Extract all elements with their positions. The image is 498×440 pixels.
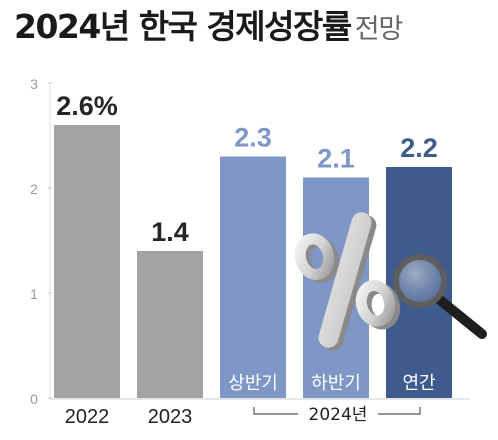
bar-value-label: 2.3 — [234, 123, 272, 153]
year-group-bracket: 2024년 — [253, 405, 421, 425]
x-category-label: 2023 — [148, 406, 193, 428]
bar-value-label: 2.1 — [317, 144, 355, 174]
bar-inner-label: 하반기 — [311, 373, 361, 394]
y-tick-label: 1 — [30, 286, 38, 302]
chart-title-main: 2024년 한국 경제성장률 — [14, 7, 352, 46]
bar-1 — [54, 125, 120, 398]
bar-inner-label: 상반기 — [228, 373, 278, 394]
bar-3 — [220, 156, 286, 398]
bar-value-label: 2.2 — [400, 133, 438, 163]
magnifier-icon — [393, 254, 487, 339]
x-category-label: 2022 — [65, 406, 110, 428]
y-tick-label: 3 — [30, 76, 38, 92]
y-tick-label: 2 — [30, 181, 38, 197]
year-group-label: 2024년 — [309, 405, 368, 425]
y-tick-label: 0 — [30, 391, 38, 407]
bar-value-label: 1.4 — [151, 217, 189, 247]
bars: 2.6% 2022 1.4 2023 2.3 상반기 2.1 하반기 2.2 연간 — [54, 91, 452, 428]
bar-value-label: 2.6% — [56, 91, 118, 121]
bar-2 — [137, 251, 203, 398]
percent-icon — [294, 212, 401, 351]
y-axis: 0 1 2 3 — [30, 76, 470, 407]
bar-inner-label: 연간 — [402, 373, 435, 394]
chart-title-sub: 전망 — [354, 14, 404, 45]
chart-title: 2024년 한국 경제성장률 전망 — [14, 7, 404, 46]
